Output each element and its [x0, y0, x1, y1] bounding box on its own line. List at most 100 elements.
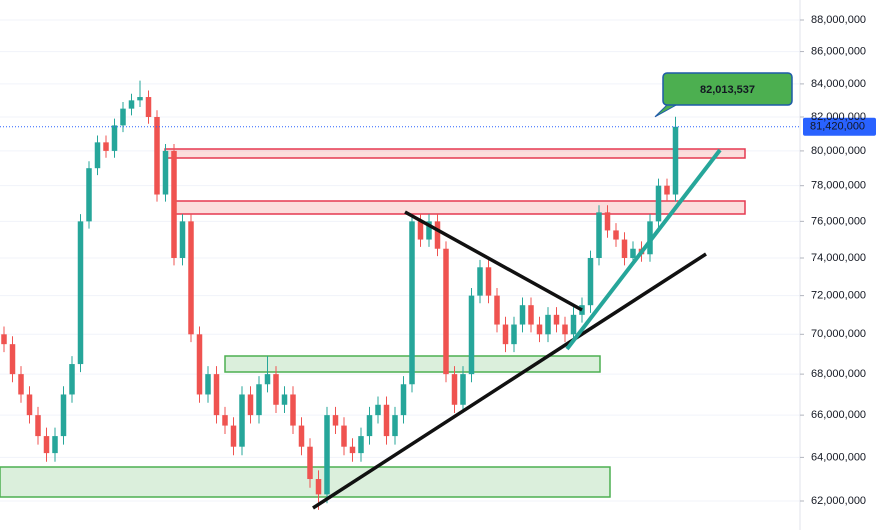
candle-body — [460, 374, 466, 405]
candle-body — [613, 230, 619, 240]
candle-body — [332, 415, 339, 426]
candle-body — [196, 334, 203, 395]
trend-line — [565, 148, 722, 351]
candle-body — [230, 425, 237, 447]
candle-body — [477, 267, 483, 296]
candle-body — [111, 125, 118, 151]
y-tick-label: 74,000,000 — [811, 252, 866, 264]
candle-body — [60, 394, 67, 437]
candle-body — [579, 305, 585, 315]
y-tick-label: 82,000,000 — [811, 111, 866, 123]
candle-body — [417, 221, 424, 240]
candle-body — [545, 314, 551, 335]
candle-body — [562, 324, 568, 335]
candle-body — [35, 415, 41, 437]
candle-body — [349, 446, 356, 454]
candle-body — [281, 394, 288, 405]
candle-body — [120, 108, 126, 126]
y-tick-label: 80,000,000 — [811, 145, 866, 157]
candle-body — [409, 221, 415, 385]
candle-body — [179, 221, 186, 258]
candle-body — [1, 334, 7, 345]
candle-body — [494, 295, 500, 325]
callout-pointer — [654, 103, 680, 118]
candle-body — [511, 324, 517, 345]
last-price-tag — [803, 117, 876, 136]
candle-body — [154, 116, 160, 195]
candle-body — [324, 415, 330, 495]
y-tick-label: 66,000,000 — [811, 409, 866, 421]
candle-body — [128, 100, 135, 109]
y-tick-label: 68,000,000 — [811, 368, 866, 380]
candle-body — [502, 324, 509, 345]
callout-box — [662, 72, 793, 106]
candle-body — [426, 221, 432, 240]
candle-body — [664, 185, 670, 195]
y-tick-label: 64,000,000 — [811, 451, 866, 463]
candle-body — [290, 394, 296, 426]
candle-body — [553, 314, 560, 325]
candle-body — [137, 97, 143, 101]
candle-body — [222, 415, 228, 426]
candle-body — [94, 142, 101, 169]
candle-body — [264, 374, 271, 385]
candle-body — [570, 314, 577, 335]
y-tick-label: 72,000,000 — [811, 290, 866, 302]
y-tick-label: 62,000,000 — [811, 495, 866, 507]
candle-body — [77, 221, 84, 365]
y-tick-label: 78,000,000 — [811, 180, 866, 192]
y-tick-label: 76,000,000 — [811, 215, 866, 227]
candle-body — [256, 384, 262, 416]
candle-body — [604, 212, 611, 231]
candle-body — [213, 374, 220, 416]
candle-body — [307, 446, 313, 480]
support-zone — [0, 466, 611, 498]
y-tick-label: 88,000,000 — [811, 14, 866, 26]
candle-body — [358, 436, 364, 454]
y-tick-label: 86,000,000 — [811, 45, 866, 57]
candle-body — [528, 305, 534, 325]
candle-body — [621, 239, 628, 258]
candle-body — [468, 295, 475, 375]
candle-body — [519, 305, 526, 325]
candle-body — [630, 248, 636, 258]
candle-body — [171, 150, 177, 258]
candle-body — [443, 248, 449, 375]
candle-body — [655, 185, 662, 222]
candle-body — [145, 97, 152, 117]
last-price-label: 81,420,000 — [810, 121, 865, 133]
candle-body — [485, 267, 492, 296]
y-tick-label: 70,000,000 — [811, 328, 866, 340]
candle-body — [43, 436, 50, 454]
trend-lines — [312, 148, 722, 510]
callout-label: 82,013,537 — [700, 84, 755, 96]
candle-body — [341, 425, 347, 447]
candle-body — [366, 415, 373, 437]
candle-body — [18, 374, 24, 395]
candle-body — [247, 394, 254, 416]
candle-body — [188, 221, 194, 335]
candle-body — [26, 394, 33, 416]
candle-body — [315, 479, 322, 495]
candle-body — [162, 150, 169, 195]
candle-body — [298, 425, 305, 447]
candle-body — [434, 221, 441, 249]
candle-body — [103, 142, 109, 151]
candle-body — [273, 374, 279, 405]
grid — [0, 19, 800, 502]
trend-line — [312, 252, 707, 510]
y-tick-label: 84,000,000 — [811, 78, 866, 90]
candle-body — [672, 126, 679, 195]
candle-body — [587, 257, 594, 306]
zones — [0, 148, 746, 498]
candle-body — [52, 436, 58, 454]
candle-body — [375, 404, 381, 416]
candle-body — [86, 168, 92, 222]
candle-body — [536, 324, 543, 335]
candle-body — [451, 374, 458, 405]
candle-body — [596, 212, 602, 258]
candle-body — [9, 344, 16, 375]
candle-body — [239, 394, 245, 447]
candle-body — [392, 415, 398, 437]
